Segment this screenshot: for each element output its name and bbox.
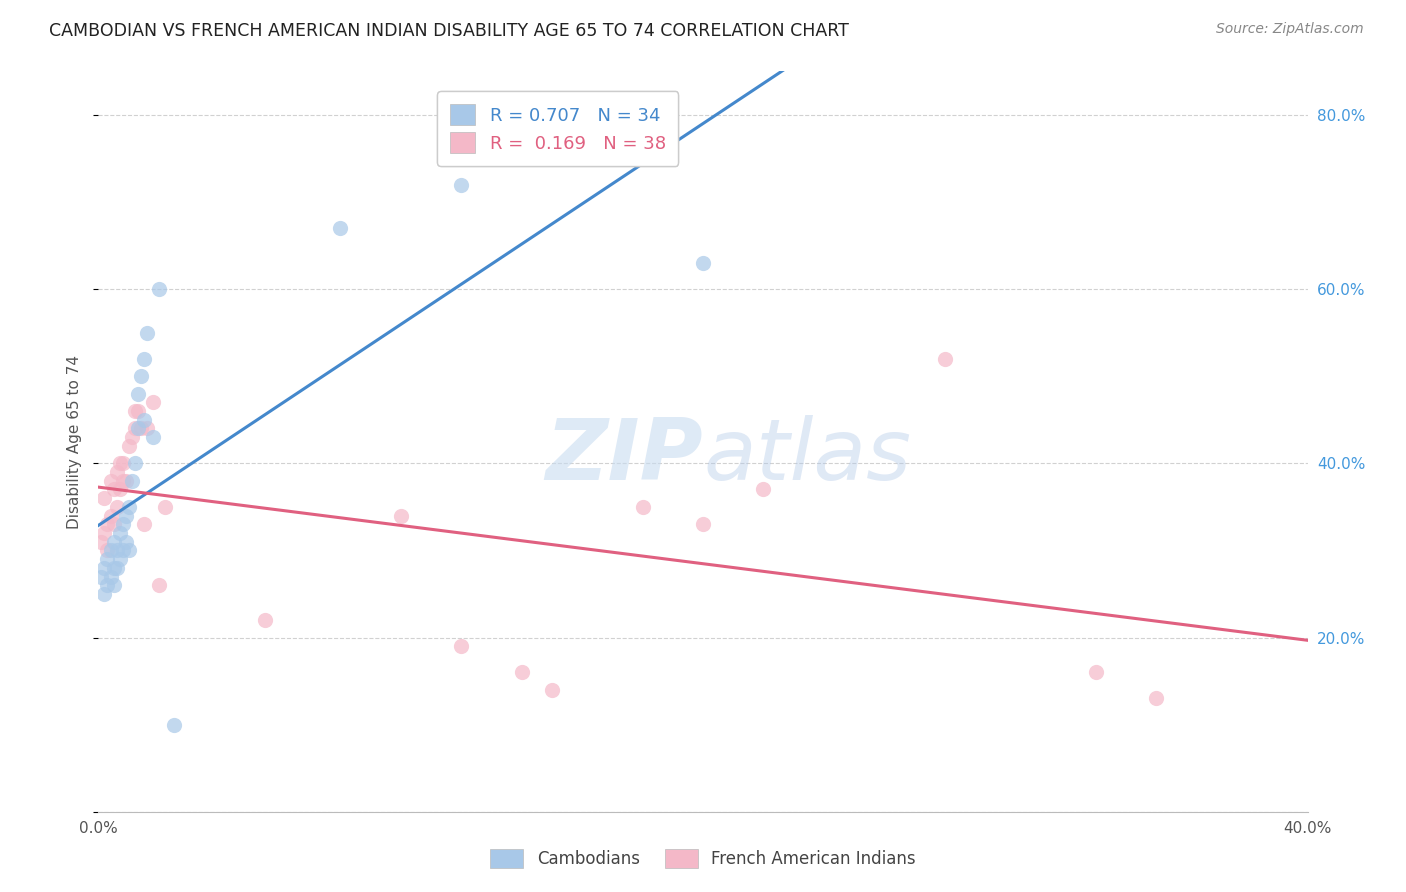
Point [93,526,115,541]
Point [127,404,149,418]
Point [93,491,115,505]
Point [253,613,276,627]
Point [114,508,136,523]
Legend: Cambodians, French American Indians: Cambodians, French American Indians [484,842,922,875]
Y-axis label: Disability Age 65 to 74: Disability Age 65 to 74 [67,354,83,529]
Point [124,456,146,470]
Point [121,474,143,488]
Point [111,543,134,558]
Point [540,682,562,697]
Point [142,430,165,444]
Point [105,543,128,558]
Point [153,500,176,514]
Point [111,456,134,470]
Point [96,517,118,532]
Point [105,500,128,514]
Point [108,456,131,470]
Text: atlas: atlas [703,415,911,498]
Point [108,552,131,566]
Point [114,474,136,488]
Point [96,578,118,592]
Point [114,534,136,549]
Point [100,543,122,558]
Text: Source: ZipAtlas.com: Source: ZipAtlas.com [1216,22,1364,37]
Point [100,569,122,583]
Point [132,351,155,366]
Point [163,717,186,731]
Point [96,552,118,566]
Point [103,578,125,592]
Point [111,517,134,532]
Point [111,474,134,488]
Point [148,578,170,592]
Point [450,178,472,192]
Point [124,421,146,435]
Point [752,483,775,497]
Point [103,517,125,532]
Point [100,474,122,488]
Point [103,483,125,497]
Point [1144,691,1167,706]
Point [118,543,141,558]
Point [148,282,170,296]
Point [100,508,122,523]
Point [105,465,128,479]
Legend: R = 0.707   N = 34, R =  0.169   N = 38: R = 0.707 N = 34, R = 0.169 N = 38 [437,92,679,166]
Point [90,569,112,583]
Point [96,543,118,558]
Point [934,351,956,366]
Point [118,439,141,453]
Point [389,508,412,523]
Point [105,561,128,575]
Point [108,526,131,541]
Point [450,639,472,653]
Point [132,413,155,427]
Point [135,326,157,340]
Point [124,404,146,418]
Point [129,421,152,435]
Point [127,421,149,435]
Point [132,517,155,532]
Point [631,500,654,514]
Point [108,483,131,497]
Point [90,534,112,549]
Point [93,561,115,575]
Point [329,221,352,235]
Point [135,421,157,435]
Point [103,534,125,549]
Point [510,665,533,680]
Text: ZIP: ZIP [546,415,703,498]
Point [129,369,152,384]
Point [692,517,714,532]
Point [121,430,143,444]
Point [103,561,125,575]
Point [127,386,149,401]
Point [118,500,141,514]
Text: CAMBODIAN VS FRENCH AMERICAN INDIAN DISABILITY AGE 65 TO 74 CORRELATION CHART: CAMBODIAN VS FRENCH AMERICAN INDIAN DISA… [49,22,849,40]
Point [142,395,165,409]
Point [1085,665,1108,680]
Point [93,587,115,601]
Point [692,256,714,270]
